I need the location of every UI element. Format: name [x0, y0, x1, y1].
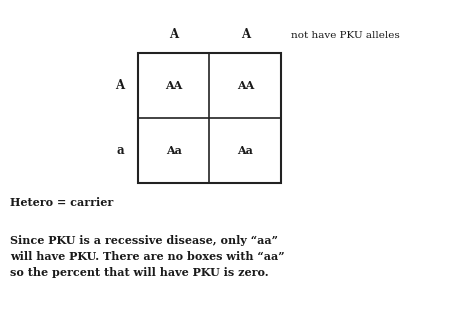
Text: will have PKU. There are no boxes with “aa”: will have PKU. There are no boxes with “…	[10, 252, 284, 262]
Text: a: a	[116, 144, 124, 157]
Text: Hetero = carrier: Hetero = carrier	[10, 198, 113, 209]
Text: Since PKU is a recessive disease, only “aa”: Since PKU is a recessive disease, only “…	[10, 235, 278, 247]
Text: Aa: Aa	[166, 145, 182, 156]
Text: so the percent that will have PKU is zero.: so the percent that will have PKU is zer…	[10, 267, 269, 278]
Text: AA: AA	[237, 80, 254, 91]
Bar	[138, 53, 281, 183]
Text: not have PKU alleles: not have PKU alleles	[291, 30, 400, 39]
Text: AA: AA	[165, 80, 182, 91]
Text: A: A	[116, 79, 125, 92]
Text: Aa: Aa	[237, 145, 253, 156]
Text: A: A	[169, 28, 178, 41]
Text: A: A	[241, 28, 250, 41]
